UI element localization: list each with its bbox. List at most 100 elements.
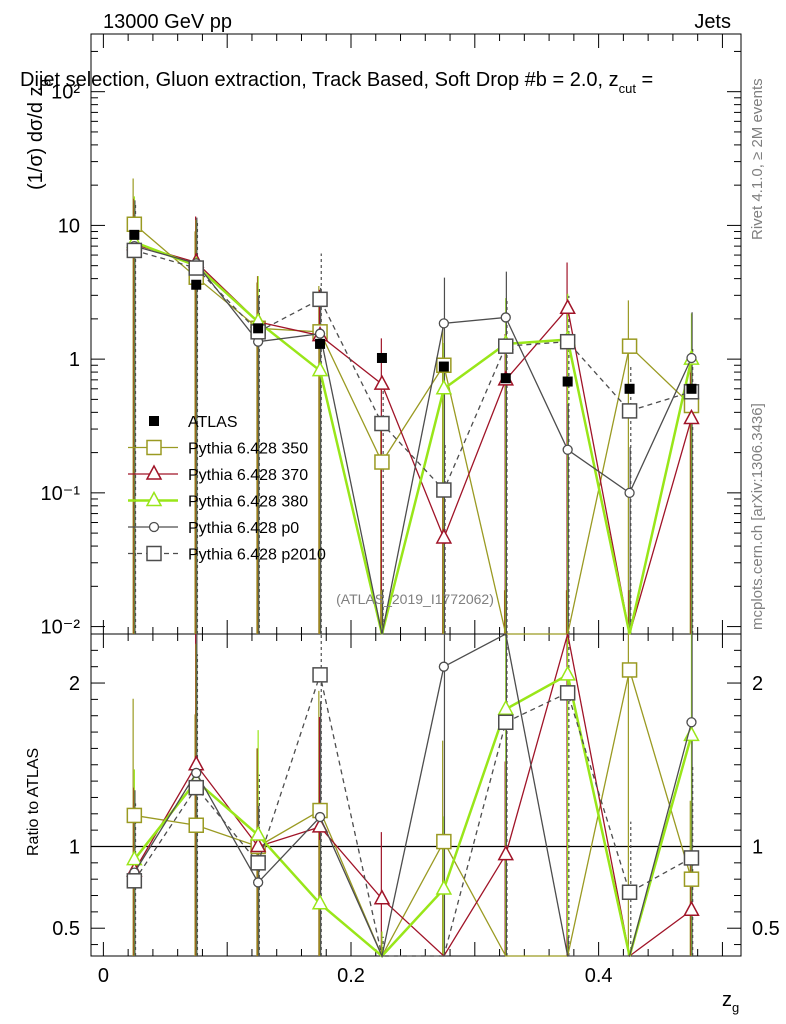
data-point [559,333,576,350]
ratio-data-point [686,717,697,728]
ratio-data-point [249,836,267,853]
data-point [436,482,452,498]
y-tick-label-ratio: 1 [752,836,763,858]
ratio-data-point [188,779,204,796]
data-point [624,487,635,499]
ratio-data-point [435,879,453,895]
process-label: Jets [694,11,731,33]
rivet-label: Rivet 4.1.0, ≥ 2M events [749,78,766,240]
data-point [435,379,453,395]
data-point [374,415,390,432]
y-axis-label-main-text: (1/σ) dσ/d z [25,86,47,190]
energy-label: 13000 GeV pp [103,11,232,33]
y-axis-label-main: (1/σ) dσ/d zg [25,79,51,190]
plot-title-tail: = [636,69,653,91]
ratio-data-point [621,662,638,678]
series-line [134,249,692,492]
legend-marker [148,521,160,533]
atlas-data-point [624,383,635,394]
legend-marker [145,464,163,480]
analysis-watermark: (ATLAS_2019_I1772062) [336,591,494,607]
data-point [683,408,700,425]
atlas-data-point [191,279,202,290]
legend-label: Pythia 6.428 p0 [188,520,299,537]
mcplots-label: mcplots.cern.ch [arXiv:1306.3436] [749,403,766,630]
x-tick-label: 0 [98,965,109,987]
data-point [188,260,204,276]
data-point [312,291,328,308]
data-point [311,361,329,377]
series-line [133,240,693,635]
legend-marker [146,545,162,562]
ratio-data-point [311,894,329,910]
data-point [562,444,573,455]
y-tick-label-main: 10⁻² [41,617,81,639]
data-point [621,403,638,419]
legend-label: ATLAS [188,414,238,431]
ratio-series-line [133,672,693,958]
series-line [134,245,693,635]
legend-marker [146,439,162,456]
y-axis-label-main-sub: g [36,79,51,86]
data-point [559,298,576,315]
y-tick-label-ratio: 0.5 [52,918,80,940]
plot-title-subscript: cut [619,81,637,96]
ratio-data-point [621,884,638,901]
y-tick-label-main: 10 [58,215,80,237]
ratio-data-point [126,807,143,824]
plot-title-main: Dijet selection, Gluon extraction, Track… [20,69,619,91]
x-axis-label-text: z [722,989,732,1011]
data-point [498,338,514,354]
atlas-data-point [438,361,449,372]
ratio-data-point [683,850,700,866]
legend-label: Pythia 6.428 p2010 [188,547,326,564]
x-axis-label: zg [722,989,739,1015]
legend-label: Pythia 6.428 370 [188,467,308,484]
data-point [438,318,450,329]
y-tick-label-main: 10² [51,82,80,104]
y-axis-label-ratio: Ratio to ATLAS [25,748,42,856]
atlas-data-point [562,376,573,387]
ratio-data-point [126,873,143,889]
y-tick-label-ratio: 0.5 [752,918,780,940]
ratio-data-point [683,900,700,916]
ratio-series-line [133,672,692,957]
main-plot-frame [90,33,742,635]
data-point [500,312,511,323]
ratio-data-point [250,855,266,871]
legend-label: Pythia 6.428 380 [188,494,308,511]
ratio-data-point [497,699,515,715]
ratio-data-point [438,661,450,672]
atlas-data-point [129,229,140,240]
data-point [126,242,143,259]
data-point [621,338,638,354]
y-tick-label-ratio: 2 [69,673,80,695]
plot-title: Dijet selection, Gluon extraction, Track… [20,69,653,96]
ratio-data-point [497,845,515,861]
x-tick-label: 0.4 [585,965,613,987]
atlas-data-point [253,323,264,334]
atlas-data-point [686,383,697,394]
legend-marker [145,490,163,507]
series-line [134,243,693,635]
atlas-data-point [500,373,511,384]
ratio-data-point [188,817,204,833]
ratio-data-point [314,811,326,823]
data-point [373,374,391,390]
y-tick-label-ratio: 2 [752,673,763,695]
y-tick-label-main: 1 [69,349,80,371]
ratio-data-point [559,685,576,701]
ratio-data-point [498,714,514,731]
ratio-data-point [191,767,202,779]
data-point [435,528,453,544]
ratio-data-point [436,833,452,850]
ratio-data-point [312,667,328,683]
data-point [314,328,326,339]
ratio-data-point [683,871,700,887]
x-tick-label: 0.2 [337,965,365,987]
ratio-series-line [133,633,692,958]
y-tick-label-main: 10⁻¹ [41,483,81,505]
ratio-data-point [252,877,264,888]
data-point [126,216,143,233]
